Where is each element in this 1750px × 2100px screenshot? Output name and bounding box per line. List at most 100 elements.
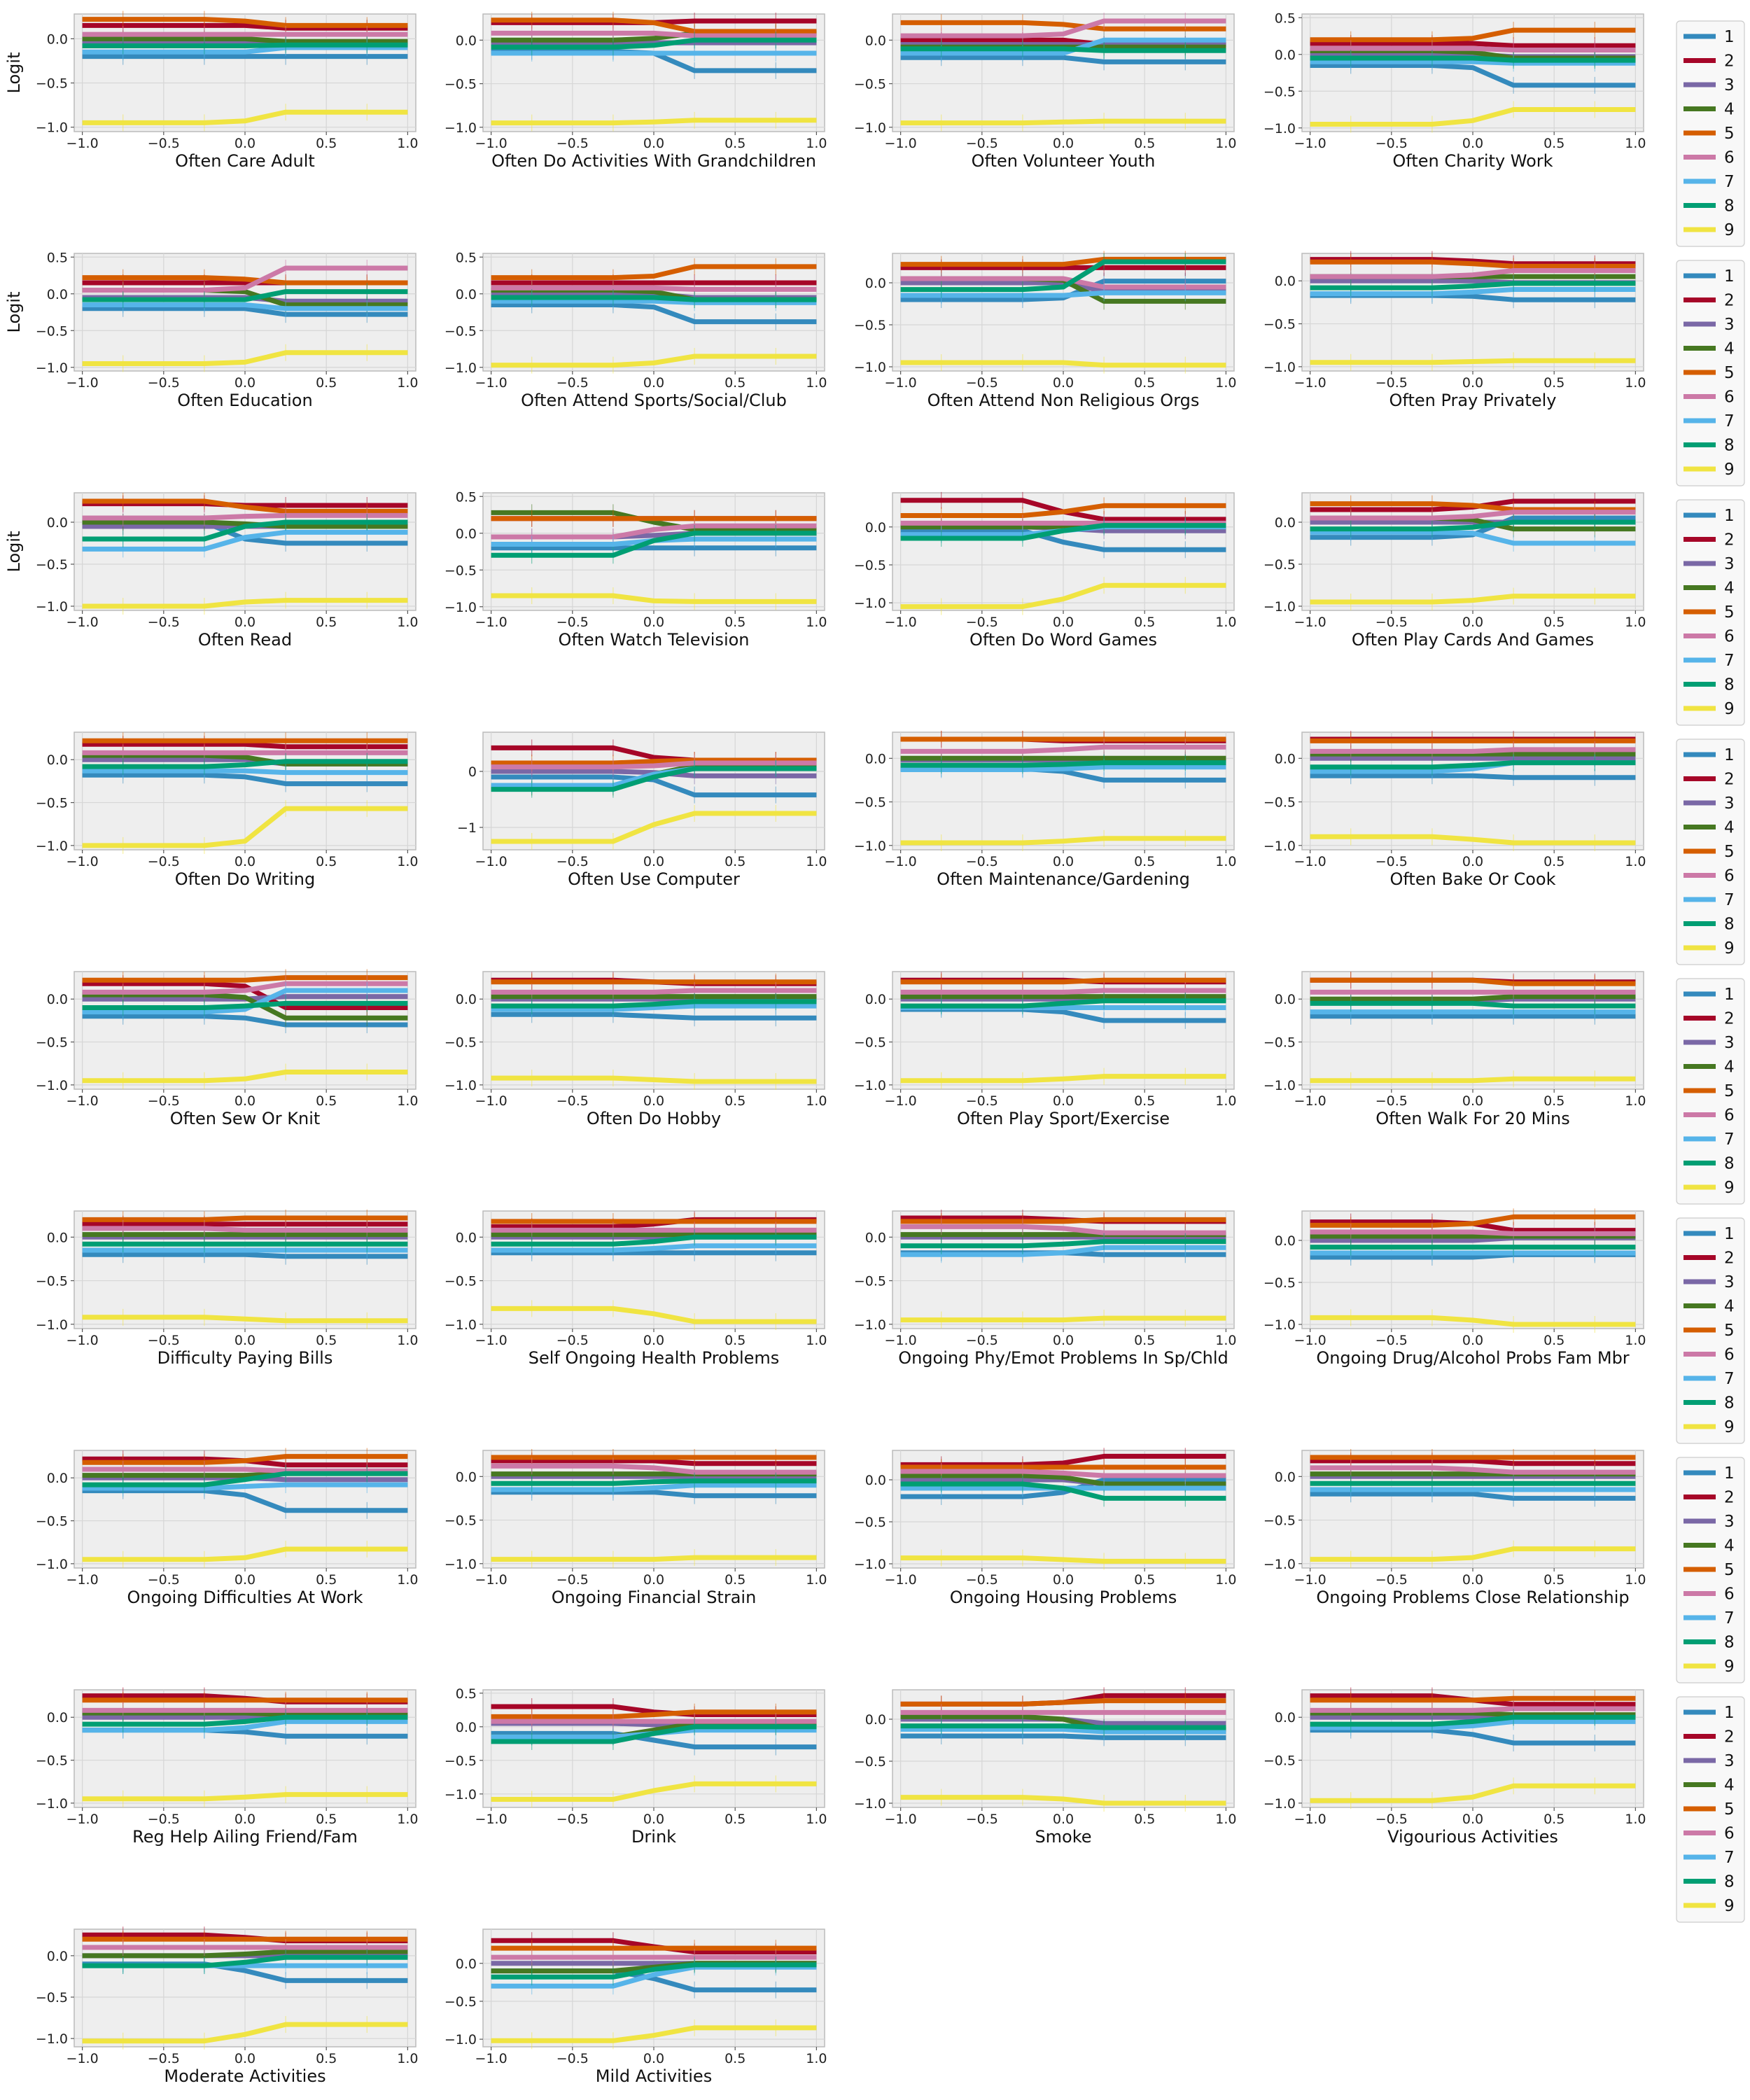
x-tick-label: 0.0 [1462,615,1483,630]
x-tick-label: 0.5 [1544,615,1564,630]
y-tick-label: −0.5 [444,1754,477,1769]
series-line-5 [900,1698,1226,1707]
legend-label: 2 [1724,1728,1735,1746]
x-tick-label: −1.0 [885,1093,917,1109]
x-tick-label: 1.0 [806,854,827,869]
y-tick-label: −1.0 [444,360,477,376]
x-tick-label: 0.0 [234,854,255,869]
series-line-1 [491,1490,817,1499]
x-tick-label: 0.0 [234,375,255,391]
x-axis-label: Often Bake Or Cook [1390,869,1556,889]
x-axis-label: Ongoing Financial Strain [552,1588,757,1607]
y-tick-label: −0.5 [36,1035,68,1051]
x-tick-label: −0.5 [556,375,589,391]
y-tick-label: −1.0 [854,596,886,611]
y-tick-label: −1.0 [444,1557,477,1572]
series-line-6 [900,1224,1226,1236]
x-tick-label: −1.0 [1294,136,1326,151]
y-tick-label: −1.0 [36,599,68,615]
series-line-1 [900,279,1226,302]
y-tick-label: 0.5 [456,489,477,505]
y-tick-label: −0.5 [1264,1035,1296,1051]
y-tick-label: −0.5 [36,1754,68,1769]
x-axis-label: Often Walk For 20 Mins [1376,1109,1569,1128]
y-tick-label: 0.0 [47,287,68,302]
series-line-2 [82,22,408,31]
y-tick-label: −0.5 [854,1035,886,1051]
x-tick-label: 0.0 [1053,375,1074,391]
legend-label: 5 [1724,843,1735,861]
series-line-5 [1310,27,1636,43]
x-tick-label: −0.5 [148,854,180,869]
x-tick-label: 1.0 [1215,854,1236,869]
legend-label: 9 [1724,700,1735,718]
series-line-1 [82,1488,408,1513]
legend-label: 3 [1724,1034,1735,1052]
y-tick-label: −0.5 [444,1035,477,1051]
legend-label: 8 [1724,437,1735,455]
y-tick-label: 0 [468,764,477,780]
legend-label: 3 [1724,1513,1735,1531]
x-tick-label: 0.0 [1053,136,1074,151]
y-tick-label: 0.0 [456,1956,477,1972]
x-axis-label: Vigourious Activities [1387,1827,1558,1847]
y-tick-label: −1.0 [1264,1557,1296,1572]
legend-label: 6 [1724,1586,1735,1604]
y-tick-label: 0.0 [47,752,68,768]
x-tick-label: 0.0 [234,1333,255,1348]
y-tick-label: 0.0 [456,287,477,302]
series-line-7 [82,529,408,552]
series-line-4 [900,1473,1226,1487]
legend-label: 2 [1724,1010,1735,1028]
series-line-6 [82,981,408,995]
x-tick-label: 0.5 [724,1093,746,1109]
series-line-6 [1310,510,1636,521]
series-line-8 [1310,760,1636,770]
x-tick-label: 1.0 [806,1572,827,1588]
x-tick-label: −1.0 [66,1812,99,1827]
y-tick-label: −0.5 [36,557,68,573]
x-tick-label: 0.0 [1462,1093,1483,1109]
legend-label: 3 [1724,794,1735,813]
legend-label: 9 [1724,939,1735,958]
x-tick-label: 1.0 [1215,136,1236,151]
x-tick-label: −0.5 [148,1812,180,1827]
x-tick-label: 0.0 [643,136,664,151]
x-tick-label: −0.5 [1376,1812,1408,1827]
x-tick-label: 0.0 [1462,1812,1483,1827]
y-tick-label: −1.0 [36,839,68,854]
x-tick-label: −1.0 [475,1093,507,1109]
legend-label: 1 [1724,1225,1735,1243]
y-tick-label: −1.0 [36,2031,68,2047]
series-line-9 [1310,1783,1636,1803]
series-line-8 [491,999,817,1009]
x-tick-label: −0.5 [148,2051,180,2066]
x-tick-label: 0.5 [1544,1812,1564,1827]
y-tick-label: 0.0 [47,1710,68,1726]
series-line-9 [491,1555,817,1562]
series-line-6 [1310,1706,1636,1713]
x-tick-label: −0.5 [148,1093,180,1109]
x-tick-label: 0.0 [643,375,664,391]
legend-label: 7 [1724,173,1735,191]
y-tick-label: −1.0 [1264,1796,1296,1812]
series-line-1 [900,528,1226,552]
x-axis-label: Often Education [177,391,312,410]
x-tick-label: 0.5 [1544,1333,1564,1348]
series-line-1 [82,1252,408,1259]
series-line-5 [900,20,1226,31]
legend-label: 4 [1724,1298,1735,1316]
x-tick-label: 0.0 [643,615,664,630]
legend-label: 3 [1724,76,1735,94]
y-tick-label: −1.0 [854,839,886,854]
series-line-7 [1310,287,1636,297]
x-tick-label: 1.0 [1215,375,1236,391]
